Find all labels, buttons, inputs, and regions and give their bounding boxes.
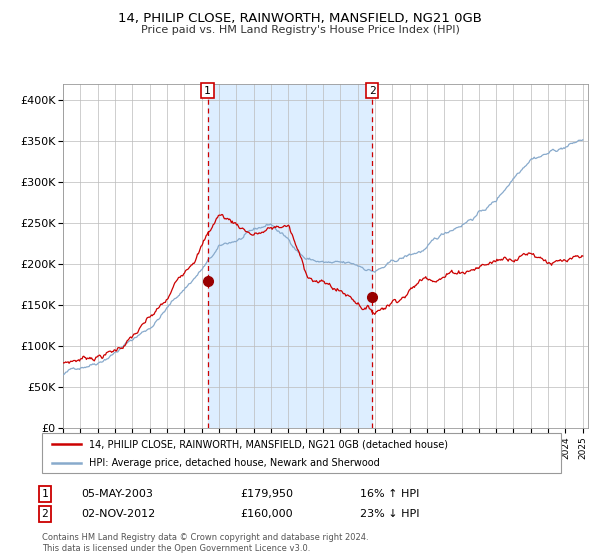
Text: 2: 2	[41, 509, 49, 519]
Text: 16% ↑ HPI: 16% ↑ HPI	[360, 489, 419, 499]
Text: 2: 2	[369, 86, 376, 96]
Text: £160,000: £160,000	[240, 509, 293, 519]
Text: £179,950: £179,950	[240, 489, 293, 499]
Text: 1: 1	[204, 86, 211, 96]
Text: Price paid vs. HM Land Registry's House Price Index (HPI): Price paid vs. HM Land Registry's House …	[140, 25, 460, 35]
Text: 02-NOV-2012: 02-NOV-2012	[81, 509, 155, 519]
Text: Contains HM Land Registry data © Crown copyright and database right 2024.
This d: Contains HM Land Registry data © Crown c…	[42, 533, 368, 553]
Text: 23% ↓ HPI: 23% ↓ HPI	[360, 509, 419, 519]
Text: 1: 1	[41, 489, 49, 499]
Text: 14, PHILIP CLOSE, RAINWORTH, MANSFIELD, NG21 0GB (detached house): 14, PHILIP CLOSE, RAINWORTH, MANSFIELD, …	[89, 439, 448, 449]
Text: HPI: Average price, detached house, Newark and Sherwood: HPI: Average price, detached house, Newa…	[89, 458, 379, 468]
Text: 14, PHILIP CLOSE, RAINWORTH, MANSFIELD, NG21 0GB: 14, PHILIP CLOSE, RAINWORTH, MANSFIELD, …	[118, 12, 482, 25]
Text: 05-MAY-2003: 05-MAY-2003	[81, 489, 153, 499]
Bar	[208, 84, 372, 428]
